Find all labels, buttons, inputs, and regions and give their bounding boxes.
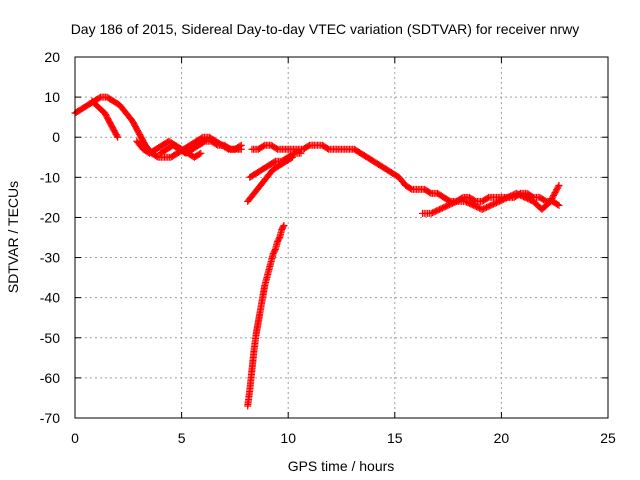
y-tick-label: -40 bbox=[40, 290, 60, 306]
data-point bbox=[555, 181, 563, 189]
x-tick-label: 10 bbox=[280, 430, 296, 446]
y-tick-label: -70 bbox=[40, 410, 60, 426]
y-tick-label: -10 bbox=[40, 169, 60, 185]
x-axis-ticks: 0 5 10 15 20 25 bbox=[71, 57, 616, 446]
y-tick-label: 0 bbox=[52, 129, 60, 145]
y-tick-label: -50 bbox=[40, 330, 60, 346]
y-tick-label: 20 bbox=[44, 49, 60, 65]
x-axis-label: GPS time / hours bbox=[288, 458, 395, 474]
y-tick-label: -30 bbox=[40, 250, 60, 266]
data-point-marker bbox=[271, 247, 279, 255]
series-arc-4 bbox=[156, 137, 245, 157]
chart-title: Day 186 of 2015, Sidereal Day-to-day VTE… bbox=[71, 21, 580, 37]
data-marks bbox=[71, 93, 563, 410]
x-tick-label: 0 bbox=[71, 430, 79, 446]
x-tick-label: 25 bbox=[600, 430, 616, 446]
y-tick-label: 10 bbox=[44, 89, 60, 105]
data-point-marker bbox=[554, 183, 562, 191]
y-tick-label: -20 bbox=[40, 209, 60, 225]
series-arc-9 bbox=[419, 181, 563, 217]
data-point-marker bbox=[554, 201, 562, 209]
data-point bbox=[555, 201, 563, 209]
x-tick-label: 5 bbox=[178, 430, 186, 446]
y-axis-label: SDTVAR / TECUs bbox=[5, 181, 21, 293]
y-axis-ticks: 20 10 0 -10 -20 -30 -40 -50 -60 -70 bbox=[40, 49, 608, 426]
data-point-marker bbox=[451, 198, 459, 206]
series-arc-8 bbox=[248, 141, 563, 209]
plot-frame bbox=[74, 56, 609, 419]
x-tick-label: 20 bbox=[494, 430, 510, 446]
x-tick-label: 15 bbox=[387, 430, 403, 446]
data-point-marker bbox=[275, 235, 283, 243]
data-point bbox=[114, 133, 122, 141]
series-arc-7 bbox=[244, 221, 288, 410]
data-point bbox=[197, 149, 205, 157]
data-point-marker bbox=[196, 150, 204, 158]
y-tick-label: -60 bbox=[40, 370, 60, 386]
grid-layer bbox=[75, 57, 608, 418]
series-arc-2 bbox=[88, 97, 122, 141]
data-point bbox=[280, 221, 288, 229]
series-arc-6 bbox=[246, 149, 305, 181]
data-point-marker bbox=[113, 132, 121, 140]
data-point bbox=[237, 145, 245, 153]
data-point-marker bbox=[279, 223, 287, 231]
